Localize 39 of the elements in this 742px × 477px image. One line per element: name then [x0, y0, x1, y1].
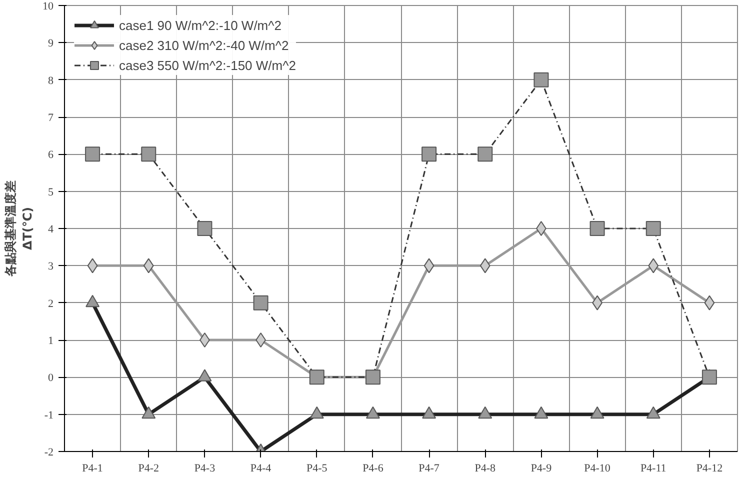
- x-tick-label: P4-12: [696, 462, 723, 474]
- y-tick-label: 5: [48, 186, 54, 198]
- x-tick-label: P4-1: [82, 462, 103, 474]
- x-tick-label: P4-11: [640, 462, 666, 474]
- y-tick-label: 0: [48, 372, 54, 384]
- y-tick-label: 3: [48, 260, 54, 273]
- y-tick-label: -2: [44, 446, 54, 458]
- point: [646, 221, 661, 236]
- y-tick-label: 1: [48, 335, 54, 347]
- y-tick-label: -1: [44, 409, 54, 422]
- x-tick-label: P4-8: [474, 462, 496, 474]
- x-tick-label: P4-9: [530, 462, 552, 474]
- x-tick-label: P4-2: [138, 462, 160, 474]
- x-tick-label: P4-10: [584, 462, 611, 474]
- y-tick-label: 7: [48, 112, 54, 124]
- y-tick-label: 2: [48, 298, 54, 310]
- legend-label: case3 550 W/m^2:-150 W/m^2: [119, 58, 296, 72]
- y-tick-label: 8: [48, 74, 54, 87]
- point: [478, 146, 493, 162]
- x-tick-label: P4-5: [306, 462, 328, 474]
- point: [590, 221, 605, 236]
- y-tick-label: 4: [48, 224, 54, 236]
- point: [85, 146, 100, 162]
- point: [253, 295, 268, 310]
- point: [422, 146, 437, 162]
- point: [197, 221, 212, 236]
- point: [534, 72, 549, 88]
- y-tick-label: 9: [48, 38, 54, 50]
- y-axis-title: 各點與基準溫度差 ΔT(℃): [4, 180, 34, 278]
- x-tick-label: P4-3: [194, 462, 216, 474]
- legend-label: case1 90 W/m^2:-10 W/m^2: [119, 18, 282, 32]
- y-tick-label: 6: [48, 149, 54, 162]
- legend-label: case2 310 W/m^2:-40 W/m^2: [119, 38, 289, 52]
- x-tick-label: P4-4: [250, 462, 272, 474]
- x-tick-label: P4-7: [418, 462, 440, 474]
- point: [141, 146, 156, 162]
- y-tick-label: 10: [42, 0, 54, 12]
- x-tick-label: P4-6: [362, 462, 384, 474]
- point: [702, 370, 717, 385]
